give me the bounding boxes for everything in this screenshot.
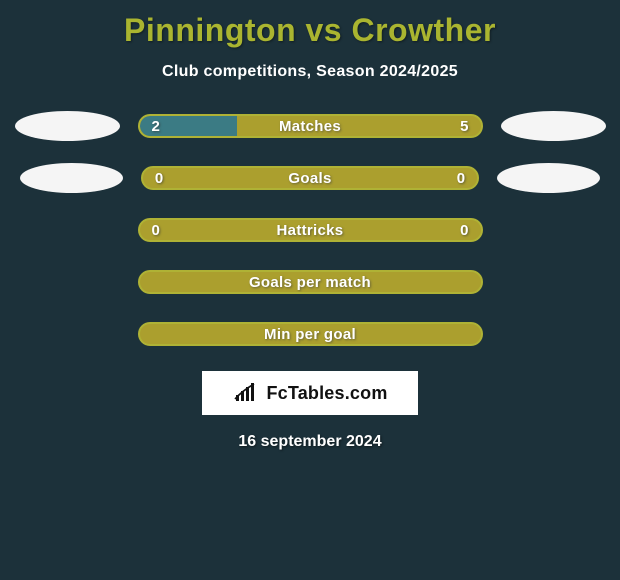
stat-bar-matches: 2 Matches 5 [138,114,483,138]
page-title: Pinnington vs Crowther [0,12,620,49]
stat-right-value: 0 [457,168,465,188]
stat-label: Goals per match [140,272,481,292]
stat-label: Hattricks [140,220,481,240]
spacer [501,319,606,349]
spacer [501,215,606,245]
comparison-row: Min per goal [0,319,620,349]
comparison-rows: 2 Matches 5 0 Goals 0 0 Hattricks [0,111,620,349]
spacer [501,267,606,297]
stat-bar-goals: 0 Goals 0 [141,166,479,190]
page-subtitle: Club competitions, Season 2024/2025 [0,63,620,81]
player-left-avatar-placeholder [20,163,123,193]
spacer [15,215,120,245]
comparison-row: Goals per match [0,267,620,297]
logo-text: FcTables.com [266,383,387,404]
stat-bar-min-per-goal: Min per goal [138,322,483,346]
logo-container: FcTables.com [0,371,620,415]
stat-label: Min per goal [140,324,481,344]
player-left-avatar-placeholder [15,111,120,141]
h2h-infographic: Pinnington vs Crowther Club competitions… [0,0,620,580]
player-right-avatar-placeholder [497,163,600,193]
fctables-logo: FcTables.com [202,371,418,415]
stat-right-value: 5 [460,116,468,136]
stat-bar-hattricks: 0 Hattricks 0 [138,218,483,242]
stat-label: Matches [140,116,481,136]
generated-date: 16 september 2024 [0,433,620,451]
comparison-row: 0 Goals 0 [0,163,620,193]
spacer [15,267,120,297]
player-right-avatar-placeholder [501,111,606,141]
stat-bar-goals-per-match: Goals per match [138,270,483,294]
stat-right-value: 0 [460,220,468,240]
spacer [15,319,120,349]
bar-chart-icon [232,381,260,405]
comparison-row: 2 Matches 5 [0,111,620,141]
stat-label: Goals [143,168,477,188]
comparison-row: 0 Hattricks 0 [0,215,620,245]
